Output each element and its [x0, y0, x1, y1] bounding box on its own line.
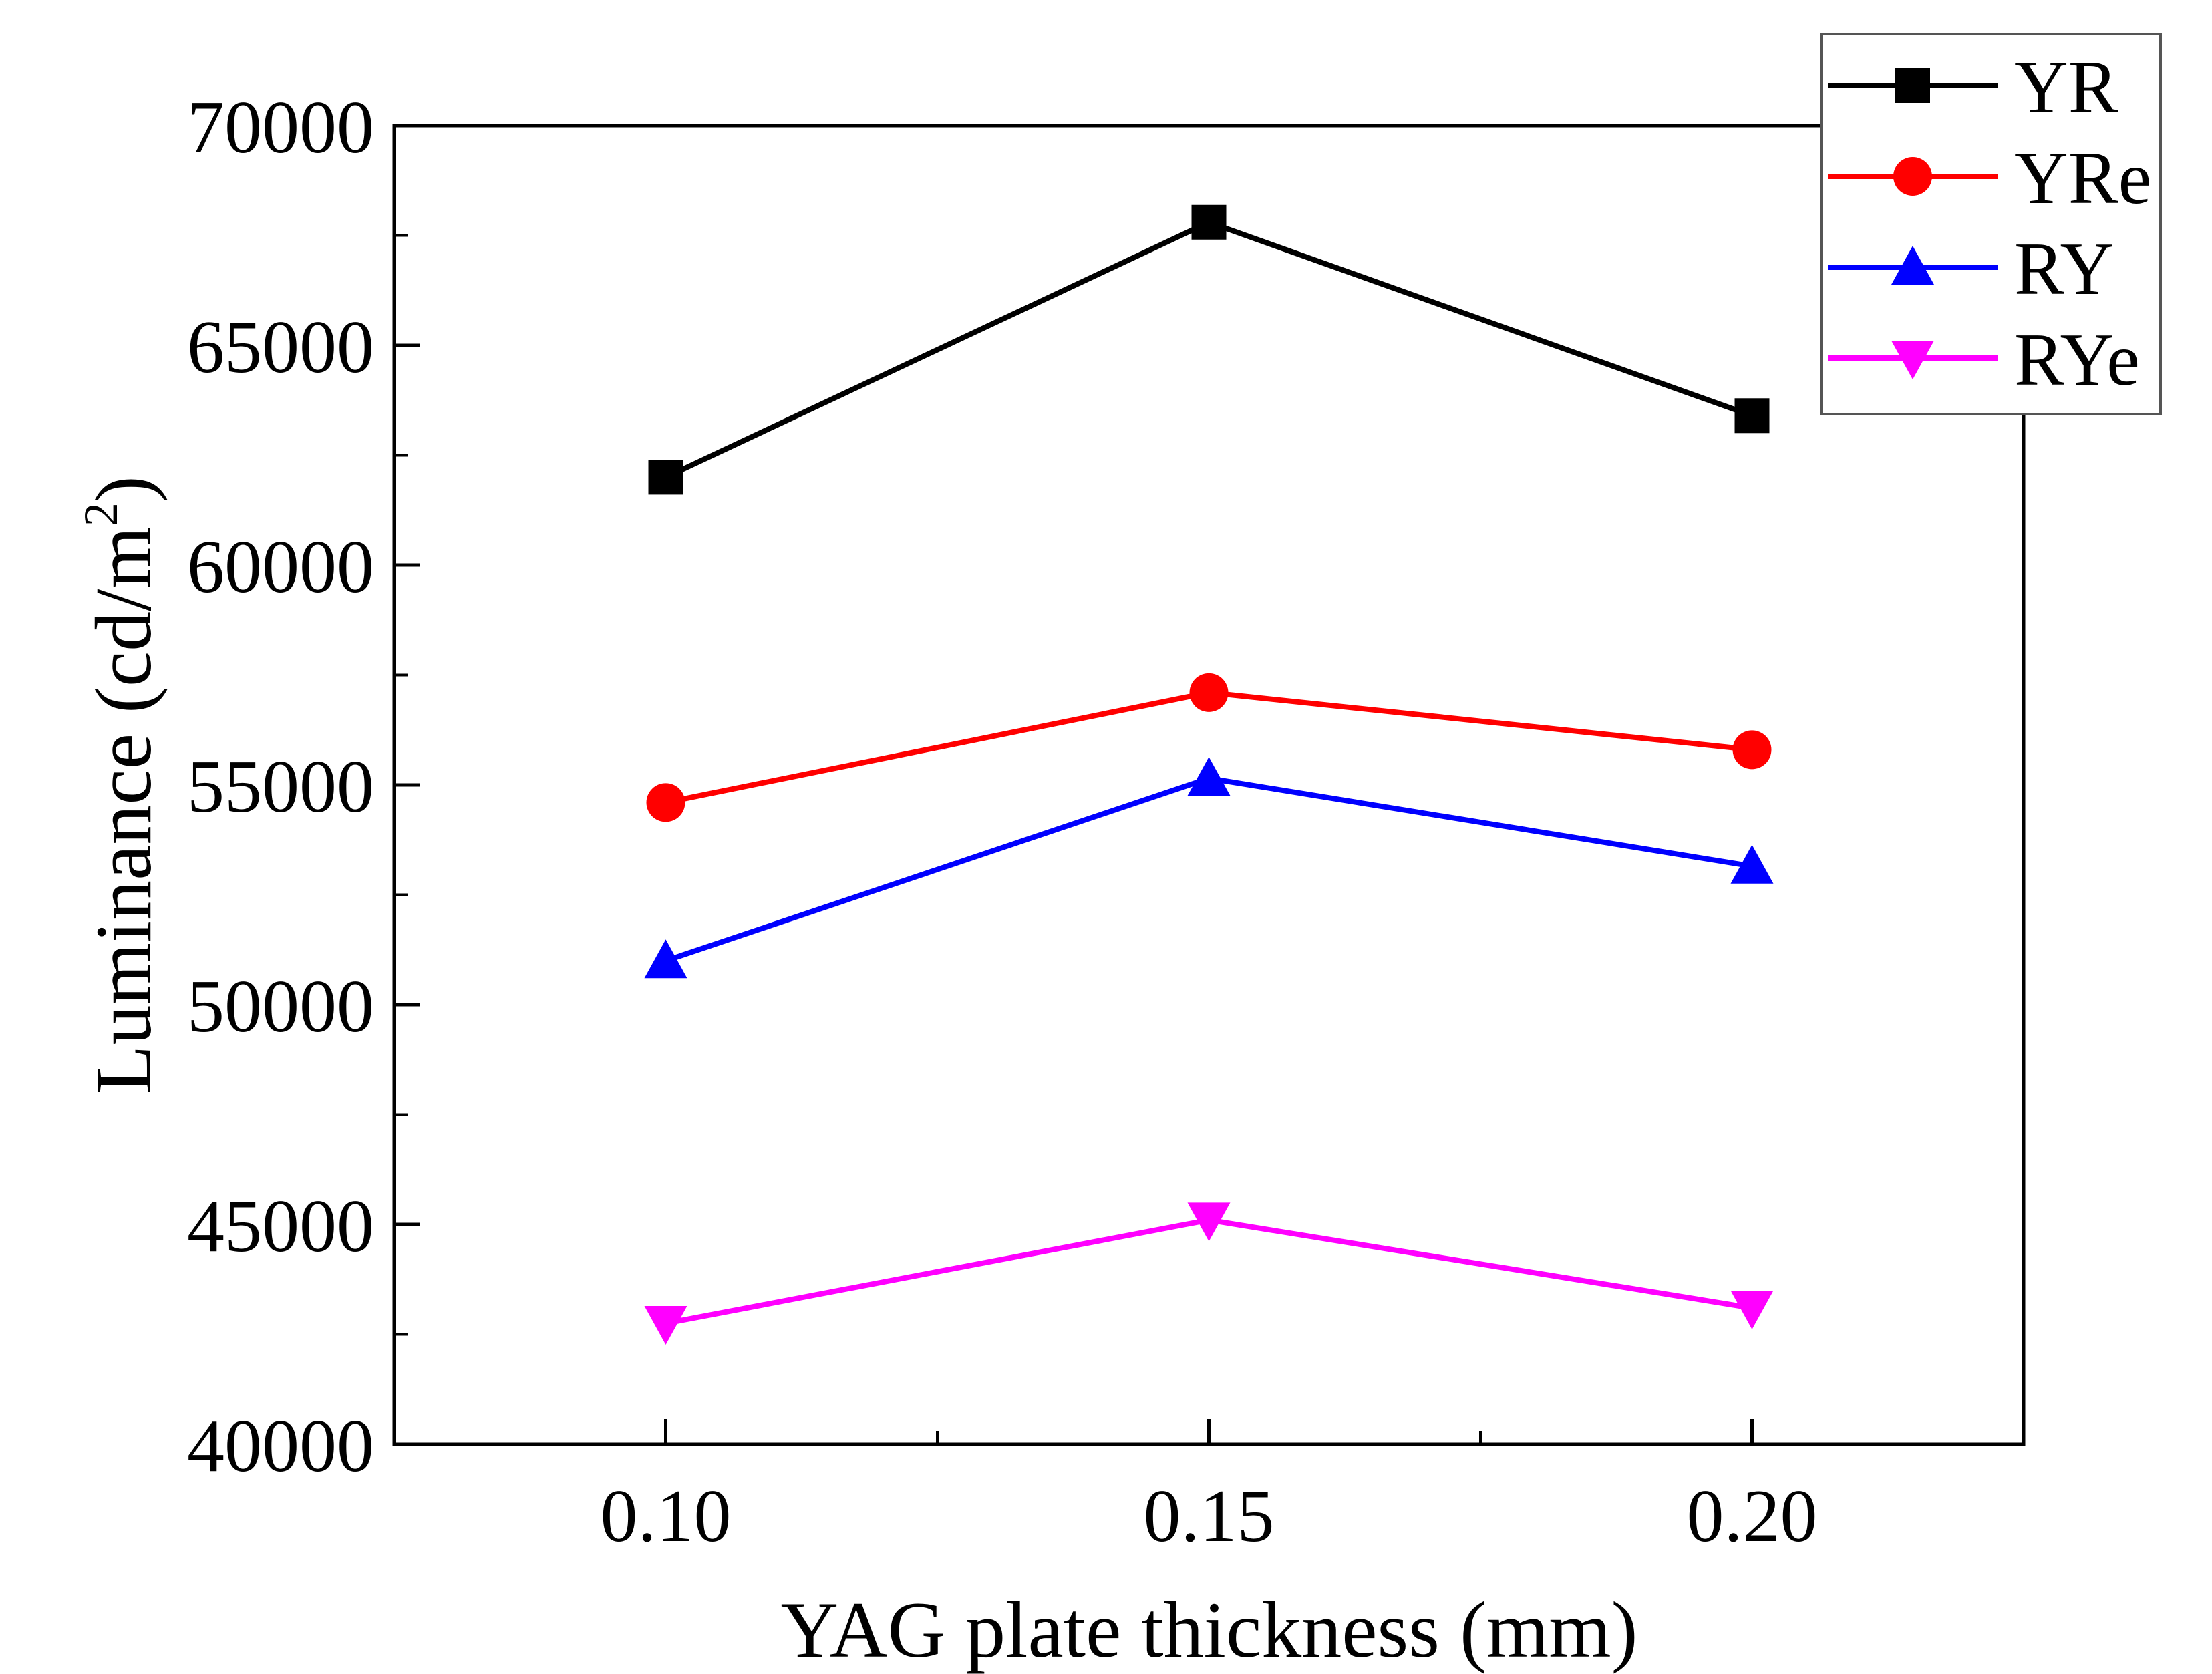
data-point-yr — [1734, 398, 1770, 434]
data-point-ry — [1730, 844, 1774, 884]
legend-label-rye: RYe — [2014, 319, 2140, 401]
data-point-rye — [1187, 1202, 1231, 1242]
series-line-yr — [664, 219, 1753, 480]
legend-label-ry: RY — [2014, 228, 2114, 311]
legend-label-yr: YR — [2014, 46, 2118, 129]
series-yr — [648, 204, 1770, 495]
data-point-rye — [1730, 1291, 1774, 1330]
y-tick-label: 70000 — [187, 86, 374, 169]
legend-label-yre: YRe — [2014, 137, 2151, 220]
y-axis-label: Luminance (cd/m2) — [74, 476, 168, 1094]
legend-marker-yr — [1895, 68, 1930, 103]
legend-marker-rye — [1891, 341, 1934, 379]
data-point-yre — [646, 783, 685, 822]
y-tick-label: 55000 — [187, 745, 374, 828]
y-tick-label: 40000 — [187, 1405, 374, 1488]
y-tick-label: 60000 — [187, 526, 374, 609]
data-point-ry — [644, 939, 687, 979]
data-point-rye — [644, 1306, 687, 1345]
data-point-yre — [1189, 673, 1229, 712]
series-line-ry — [665, 776, 1753, 963]
y-tick-label: 45000 — [187, 1185, 374, 1268]
legend-marker-ry — [1891, 246, 1934, 285]
x-tick-label: 0.15 — [1144, 1475, 1275, 1558]
series-rye — [644, 1202, 1774, 1345]
x-tick-label: 0.10 — [601, 1475, 732, 1558]
legend-box — [1820, 33, 2162, 415]
data-point-ry — [1187, 757, 1231, 796]
x-axis-label: YAG plate thickness (mm) — [780, 1585, 1637, 1674]
data-point-yr — [1191, 204, 1227, 240]
x-tick-label: 0.20 — [1687, 1475, 1818, 1558]
data-point-yr — [648, 460, 683, 495]
data-point-yre — [1732, 730, 1772, 770]
series-yre — [646, 673, 1772, 822]
y-tick-label: 65000 — [187, 306, 374, 389]
series-ry — [644, 757, 1774, 979]
legend-marker-yre — [1893, 157, 1932, 196]
y-tick-label: 50000 — [187, 965, 374, 1048]
